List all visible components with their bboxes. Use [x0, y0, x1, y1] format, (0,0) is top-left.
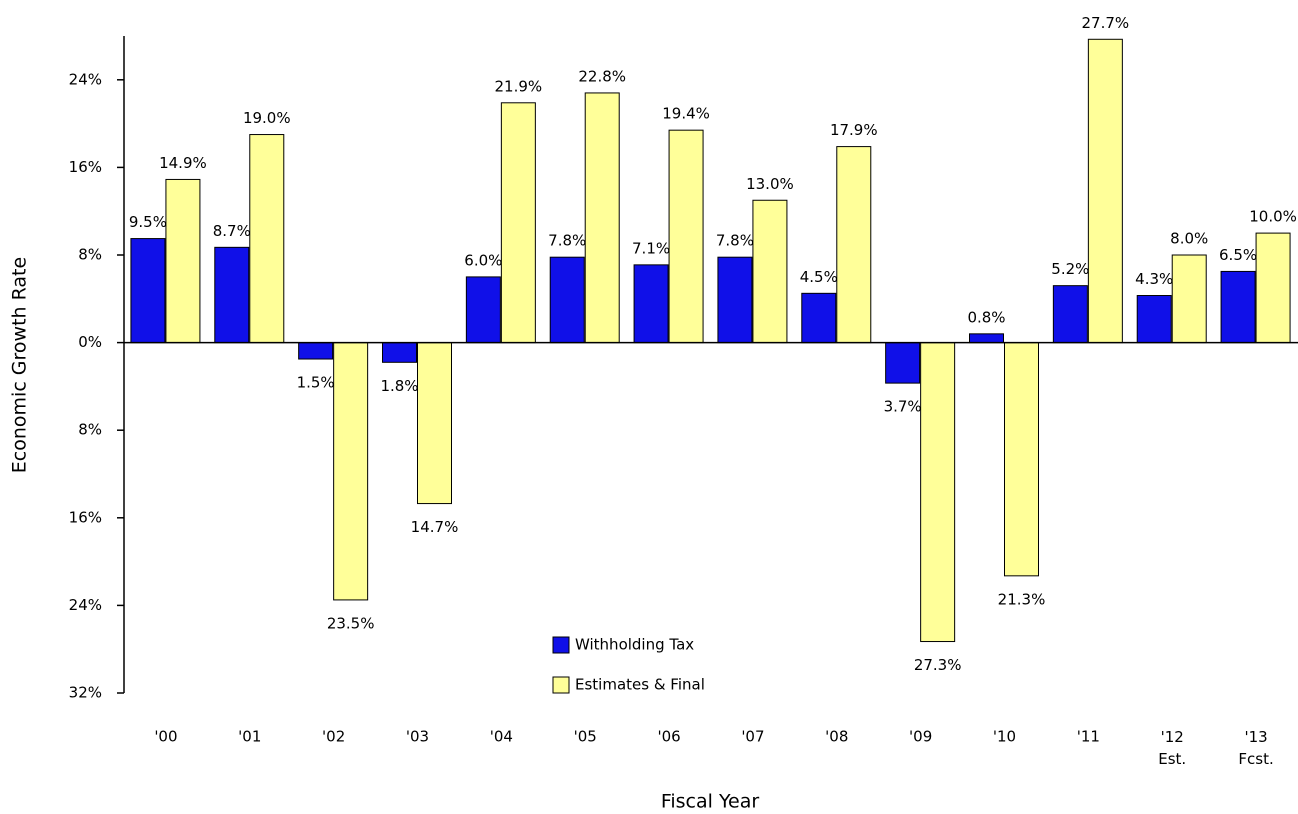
bar	[801, 292, 837, 344]
data-label: 21.3%	[998, 590, 1046, 608]
x-tick-label: '05	[574, 728, 597, 746]
x-tick-label: '04	[490, 728, 513, 746]
x-tick-label: '03	[406, 728, 429, 746]
data-label: 14.9%	[159, 154, 207, 172]
x-axis-title: Fiscal Year	[661, 791, 760, 813]
legend-label: Withholding Tax	[575, 636, 694, 654]
data-label: 9.5%	[129, 213, 167, 231]
data-label: 14.7%	[411, 518, 459, 536]
y-tick-label: 32%	[69, 684, 102, 702]
bar	[717, 256, 753, 344]
x-tick-label: '06	[657, 728, 680, 746]
x-tick-label: '02	[322, 728, 345, 746]
data-label: 27.7%	[1082, 14, 1130, 32]
legend-swatch	[552, 676, 570, 694]
data-label: 7.8%	[716, 232, 754, 250]
x-tick-label: '13 Fcst.	[1238, 728, 1273, 768]
x-tick-label: '08	[825, 728, 848, 746]
data-label: 22.8%	[578, 67, 626, 85]
data-label: 7.1%	[632, 239, 670, 257]
bar	[1171, 254, 1207, 344]
data-label: 21.9%	[495, 77, 543, 95]
bar	[1255, 232, 1291, 344]
bar	[298, 342, 334, 360]
bar	[969, 333, 1004, 344]
bar	[249, 134, 285, 344]
data-label: 8.0%	[1170, 230, 1208, 248]
y-tick-label: 24%	[69, 70, 102, 88]
data-label: 17.9%	[830, 121, 878, 139]
bar	[668, 129, 704, 344]
y-tick-label: 0%	[78, 333, 102, 351]
x-tick-label: '07	[741, 728, 764, 746]
data-label: 4.3%	[1135, 270, 1173, 288]
bar	[584, 92, 620, 344]
bar	[500, 102, 536, 344]
bar	[836, 146, 872, 344]
bar	[333, 342, 369, 601]
data-label: 23.5%	[327, 614, 375, 632]
legend-swatch	[552, 636, 570, 654]
data-label: 19.4%	[662, 105, 710, 123]
x-tick-label: '09	[909, 728, 932, 746]
data-label: 7.8%	[548, 232, 586, 250]
bar	[382, 342, 417, 363]
bar	[920, 342, 956, 643]
y-tick-label: 8%	[78, 246, 102, 264]
bar	[465, 276, 501, 344]
x-tick-label: '10	[993, 728, 1016, 746]
bar	[752, 199, 788, 344]
data-label: 19.0%	[243, 109, 291, 127]
bar	[549, 256, 585, 344]
data-label: 5.2%	[1051, 260, 1089, 278]
x-tick-label: '00	[154, 728, 177, 746]
data-label: 13.0%	[746, 175, 794, 193]
bar	[1136, 295, 1172, 344]
data-label: 0.8%	[967, 308, 1005, 326]
y-tick-label: 24%	[69, 596, 102, 614]
y-tick-label: 8%	[78, 421, 102, 439]
data-label: 8.7%	[213, 222, 251, 240]
bar	[1220, 270, 1256, 344]
data-label: 6.0%	[464, 251, 502, 269]
data-label: 1.8%	[380, 377, 418, 395]
bar	[1004, 342, 1039, 577]
y-tick-label: 16%	[69, 158, 102, 176]
bar	[1052, 285, 1088, 344]
legend-label: Estimates & Final	[575, 676, 705, 694]
y-tick-label: 16%	[69, 508, 102, 526]
bar	[1087, 38, 1123, 344]
x-tick-label: '01	[238, 728, 261, 746]
bar	[165, 178, 201, 344]
bar	[214, 246, 250, 344]
data-label: 1.5%	[297, 374, 335, 392]
data-label: 6.5%	[1219, 246, 1257, 264]
x-tick-label: '12 Est.	[1158, 728, 1186, 768]
data-label: 4.5%	[800, 268, 838, 286]
x-tick-label: '11	[1077, 728, 1100, 746]
bar	[130, 238, 166, 344]
bar	[633, 264, 669, 344]
data-label: 3.7%	[884, 398, 922, 416]
y-axis-title: Economic Growth Rate	[9, 257, 31, 473]
bar	[417, 342, 452, 505]
data-label: 10.0%	[1249, 208, 1297, 226]
data-label: 27.3%	[914, 656, 962, 674]
bar	[885, 342, 921, 384]
